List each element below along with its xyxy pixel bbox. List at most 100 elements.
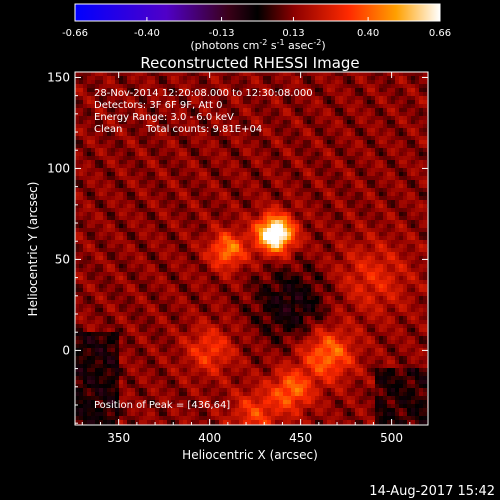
heatmap-cell [91,240,96,245]
heatmap-cell [171,184,176,189]
heatmap-cell [215,168,220,173]
heatmap-cell [371,132,376,137]
heatmap-cell [135,248,140,253]
heatmap-cell [143,240,148,245]
heatmap-cell [367,168,372,173]
heatmap-cell [395,268,400,273]
heatmap-cell [291,140,296,145]
heatmap-cell [83,260,88,265]
heatmap-cell [215,160,220,165]
heatmap-cell [123,216,128,221]
heatmap-cell [155,280,160,285]
heatmap-cell [319,208,324,213]
heatmap-cell [407,268,412,273]
heatmap-cell [403,232,408,237]
heatmap-cell [399,92,404,97]
heatmap-cell [347,104,352,109]
heatmap-cell [87,176,92,181]
heatmap-cell [391,280,396,285]
heatmap-cell [203,240,208,245]
heatmap-cell [263,292,268,297]
heatmap-cell [191,196,196,201]
heatmap-cell [147,172,152,177]
heatmap-cell [159,144,164,149]
heatmap-cell [263,236,268,241]
heatmap-cell [255,100,260,105]
heatmap-cell [235,212,240,217]
heatmap-cell [327,92,332,97]
heatmap-cell [95,168,100,173]
heatmap-cell [379,264,384,269]
heatmap-cell [183,124,188,129]
heatmap-cell [343,256,348,261]
heatmap-cell [183,204,188,209]
heatmap-cell [155,124,160,129]
heatmap-cell [251,236,256,241]
heatmap-cell [219,176,224,181]
heatmap-cell [347,140,352,145]
heatmap-cell [235,292,240,297]
heatmap-cell [91,216,96,221]
heatmap-cell [95,224,100,229]
heatmap-cell [295,292,300,297]
heatmap-cell [235,112,240,117]
heatmap-cell [303,104,308,109]
heatmap-cell [107,156,112,161]
heatmap-cell [395,280,400,285]
heatmap-cell [207,148,212,153]
heatmap-cell [219,232,224,237]
heatmap-cell [95,212,100,217]
heatmap-cell [239,260,244,265]
heatmap-cell [219,180,224,185]
heatmap-cell [107,108,112,113]
heatmap-cell [383,156,388,161]
heatmap-cell [227,200,232,205]
heatmap-cell [363,144,368,149]
heatmap-cell [347,144,352,149]
heatmap-cell [239,112,244,117]
heatmap-cell [115,264,120,269]
heatmap-cell [107,72,112,77]
heatmap-cell [267,92,272,97]
heatmap-cell [167,212,172,217]
heatmap-cell [387,152,392,157]
heatmap-cell [259,164,264,169]
heatmap-cell [207,120,212,125]
heatmap-cell [219,220,224,225]
heatmap-cell [135,76,140,81]
heatmap-cell [399,248,404,253]
heatmap-cell [315,256,320,261]
heatmap-cell [143,236,148,241]
heatmap-cell [255,104,260,109]
heatmap-cell [207,252,212,257]
heatmap-cell [291,216,296,221]
heatmap-cell [263,204,268,209]
heatmap-cell [203,92,208,97]
heatmap-cell [223,172,228,177]
heatmap-cell [355,292,360,297]
heatmap-cell [103,160,108,165]
heatmap-cell [323,244,328,249]
heatmap-cell [339,164,344,169]
heatmap-cell [167,76,172,81]
heatmap-cell [311,180,316,185]
heatmap-cell [255,232,260,237]
heatmap-cell [375,76,380,81]
heatmap-cell [379,216,384,221]
heatmap-cell [99,72,104,77]
heatmap-cell [299,196,304,201]
heatmap-cell [231,284,236,289]
heatmap-cell [163,188,168,193]
heatmap-cell [95,260,100,265]
heatmap-cell [99,220,104,225]
heatmap-cell [275,180,280,185]
heatmap-cell [151,196,156,201]
heatmap-cell [79,236,84,241]
heatmap-cell [319,216,324,221]
heatmap-cell [87,128,92,133]
heatmap-cell [279,256,284,261]
heatmap-cell [411,92,416,97]
heatmap-cell [219,160,224,165]
heatmap-cell [331,188,336,193]
heatmap-cell [415,180,420,185]
